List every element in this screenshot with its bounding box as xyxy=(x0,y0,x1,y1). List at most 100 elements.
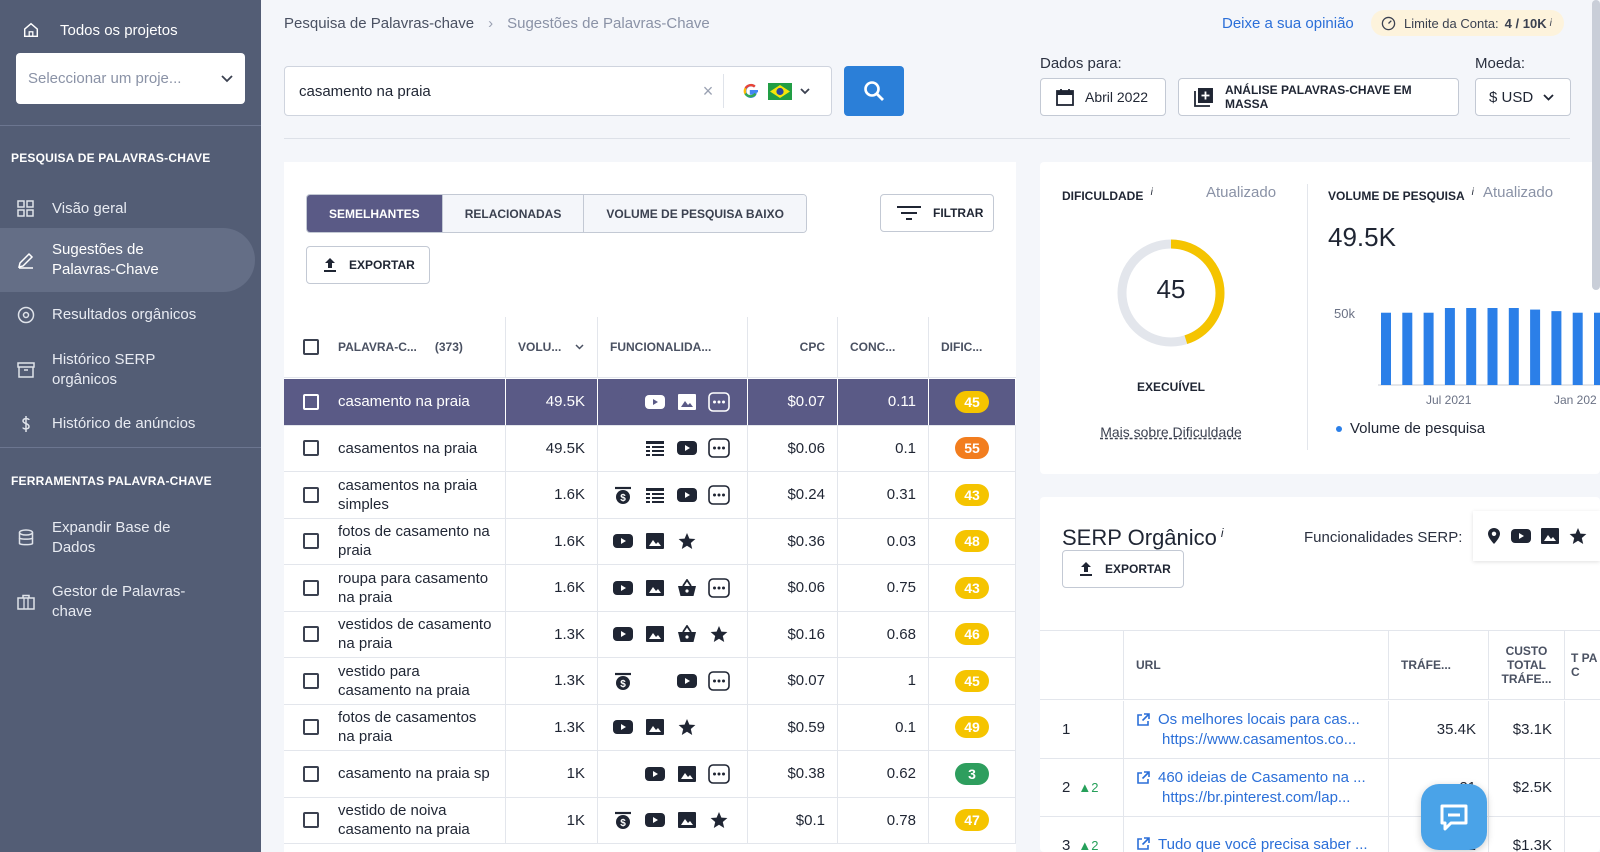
row-checkbox-cell[interactable] xyxy=(284,519,338,565)
youtube-icon[interactable] xyxy=(644,391,666,413)
youtube-icon[interactable] xyxy=(612,577,634,599)
row-checkbox-cell[interactable] xyxy=(284,798,338,844)
star-icon[interactable] xyxy=(708,623,730,645)
row-checkbox[interactable] xyxy=(303,765,319,782)
row-checkbox[interactable] xyxy=(303,672,319,689)
select-all-checkbox-cell[interactable] xyxy=(284,317,338,377)
volume-bar[interactable] xyxy=(1423,312,1434,385)
table-row[interactable]: fotos de casamentos na praia 1.3K $0.59 … xyxy=(284,704,1016,751)
keyword-cell[interactable]: casamentos na praia xyxy=(338,425,506,471)
sidebar-item-organic-results[interactable]: Resultados orgânicos xyxy=(0,299,255,331)
volume-bar[interactable] xyxy=(1530,309,1541,385)
star-icon[interactable] xyxy=(676,716,698,738)
serp-result-title[interactable]: 460 ideias de Casamento na ... xyxy=(1136,769,1376,786)
location-pin-icon[interactable] xyxy=(612,391,634,413)
select-all-checkbox[interactable] xyxy=(303,339,319,355)
clear-icon[interactable]: × xyxy=(702,80,714,101)
location-pin-icon[interactable] xyxy=(612,763,634,785)
youtube-icon[interactable] xyxy=(612,623,634,645)
row-checkbox[interactable] xyxy=(303,533,319,550)
more-features-icon[interactable] xyxy=(708,670,730,692)
table-row[interactable]: vestido de noiva casamento na praia 1K $… xyxy=(284,797,1016,844)
row-checkbox[interactable] xyxy=(303,440,319,457)
youtube-icon[interactable] xyxy=(676,484,698,506)
bulk-analysis-button[interactable]: ANÁLISE PALAVRAS-CHAVE EM MASSA xyxy=(1178,78,1459,116)
row-checkbox[interactable] xyxy=(303,812,319,829)
serp-result-url[interactable]: https://www.casamentos.co... xyxy=(1162,731,1357,748)
export-button[interactable]: EXPORTAR xyxy=(306,246,430,284)
location-pin-icon[interactable] xyxy=(612,437,634,459)
sidebar-item-serp-history[interactable]: Histórico SERP orgânicos xyxy=(0,348,255,392)
more-features-icon[interactable] xyxy=(708,437,730,459)
image-icon[interactable] xyxy=(644,577,666,599)
star-icon[interactable] xyxy=(708,809,730,831)
shopping-icon[interactable] xyxy=(676,577,698,599)
serp-header-traffic[interactable]: TRÁFE... xyxy=(1389,631,1489,699)
header-cpc[interactable]: CPC xyxy=(748,317,838,377)
date-select[interactable]: Abril 2022 xyxy=(1040,78,1166,116)
row-checkbox-cell[interactable] xyxy=(284,472,338,518)
volume-bar[interactable] xyxy=(1572,312,1583,385)
table-row[interactable]: casamentos na praia 49.5K $0.06 0.1 55 xyxy=(284,425,1016,472)
serp-header-url[interactable]: URL xyxy=(1124,631,1389,699)
row-checkbox-cell[interactable] xyxy=(284,705,338,751)
row-checkbox[interactable] xyxy=(303,579,319,596)
more-difficulty-link[interactable]: Mais sobre Dificuldade xyxy=(1100,424,1242,440)
row-checkbox[interactable] xyxy=(303,486,319,503)
youtube-icon[interactable] xyxy=(644,809,666,831)
row-checkbox-cell[interactable] xyxy=(284,751,338,797)
serp-header-cost[interactable]: CUSTO TOTAL TRÁFE... xyxy=(1489,631,1565,699)
row-checkbox[interactable] xyxy=(303,626,319,643)
filter-button[interactable]: FILTRAR xyxy=(880,194,994,232)
tab-related[interactable]: RELACIONADAS xyxy=(442,195,585,232)
search-button[interactable] xyxy=(844,66,904,116)
table-row[interactable]: fotos de casamento na praia 1.6K $0.36 0… xyxy=(284,518,1016,565)
row-checkbox-cell[interactable] xyxy=(284,379,338,425)
table-row[interactable]: casamento na praia sp 1K $0.38 0.62 3 xyxy=(284,751,1016,798)
tab-similar[interactable]: SEMELHANTES xyxy=(307,195,443,232)
list-icon[interactable] xyxy=(644,484,666,506)
account-limit-badge[interactable]: Limite da Conta: 4 / 10K i xyxy=(1371,10,1564,36)
table-row[interactable]: vestido para casamento na praia 1.3K $ $… xyxy=(284,658,1016,705)
table-row[interactable]: casamentos na praia simples 1.6K $ $0.24… xyxy=(284,472,1016,519)
feedback-link[interactable]: Deixe a sua opinião xyxy=(1222,15,1354,32)
project-select[interactable]: Seleccionar um proje... xyxy=(16,53,245,104)
sidebar-item-overview[interactable]: Visão geral xyxy=(0,193,255,225)
keyword-cell[interactable]: casamentos na praia simples xyxy=(338,472,506,518)
keyword-search-input[interactable]: casamento na praia × xyxy=(284,66,832,116)
header-competition[interactable]: CONC... xyxy=(838,317,929,377)
image-icon[interactable] xyxy=(644,623,666,645)
youtube-icon[interactable] xyxy=(644,763,666,785)
shopping-icon[interactable] xyxy=(676,623,698,645)
image-icon[interactable] xyxy=(676,391,698,413)
more-features-icon[interactable] xyxy=(708,577,730,599)
image-icon[interactable] xyxy=(644,530,666,552)
keyword-cell[interactable]: vestido para casamento na praia xyxy=(338,658,506,704)
star-icon[interactable] xyxy=(676,530,698,552)
image-icon[interactable] xyxy=(644,716,666,738)
volume-bar[interactable] xyxy=(1466,308,1477,385)
serp-export-button[interactable]: EXPORTAR xyxy=(1062,550,1184,588)
keyword-cell[interactable]: roupa para casamento na praia xyxy=(338,565,506,611)
tab-low-volume[interactable]: VOLUME DE PESQUISA BAIXO xyxy=(584,195,806,232)
youtube-icon[interactable] xyxy=(612,530,634,552)
image-icon[interactable] xyxy=(676,809,698,831)
keyword-cell[interactable]: fotos de casamentos na praia xyxy=(338,704,506,750)
serp-result-url[interactable]: https://br.pinterest.com/lap... xyxy=(1162,789,1351,806)
sidebar-item-ads-history[interactable]: Histórico de anúncios xyxy=(0,408,255,440)
volume-bar[interactable] xyxy=(1508,308,1519,385)
currency-select[interactable]: $ USD xyxy=(1475,78,1571,116)
database-select[interactable] xyxy=(723,74,831,108)
row-checkbox-cell[interactable] xyxy=(284,612,338,658)
table-row[interactable]: vestidos de casamento na praia 1.3K $0.1… xyxy=(284,611,1016,658)
page-scrollbar[interactable] xyxy=(1592,0,1600,290)
row-checkbox-cell[interactable] xyxy=(284,565,338,611)
location-pin-icon[interactable] xyxy=(644,670,666,692)
volume-bar[interactable] xyxy=(1402,312,1413,385)
volume-bar[interactable] xyxy=(1487,308,1498,385)
keyword-cell[interactable]: vestidos de casamento na praia xyxy=(338,611,506,657)
all-projects-link[interactable]: Todos os projetos xyxy=(0,0,261,60)
volume-bar[interactable] xyxy=(1381,312,1391,385)
row-checkbox-cell[interactable] xyxy=(284,658,338,704)
table-row[interactable]: roupa para casamento na praia 1.6K $0.06… xyxy=(284,565,1016,612)
